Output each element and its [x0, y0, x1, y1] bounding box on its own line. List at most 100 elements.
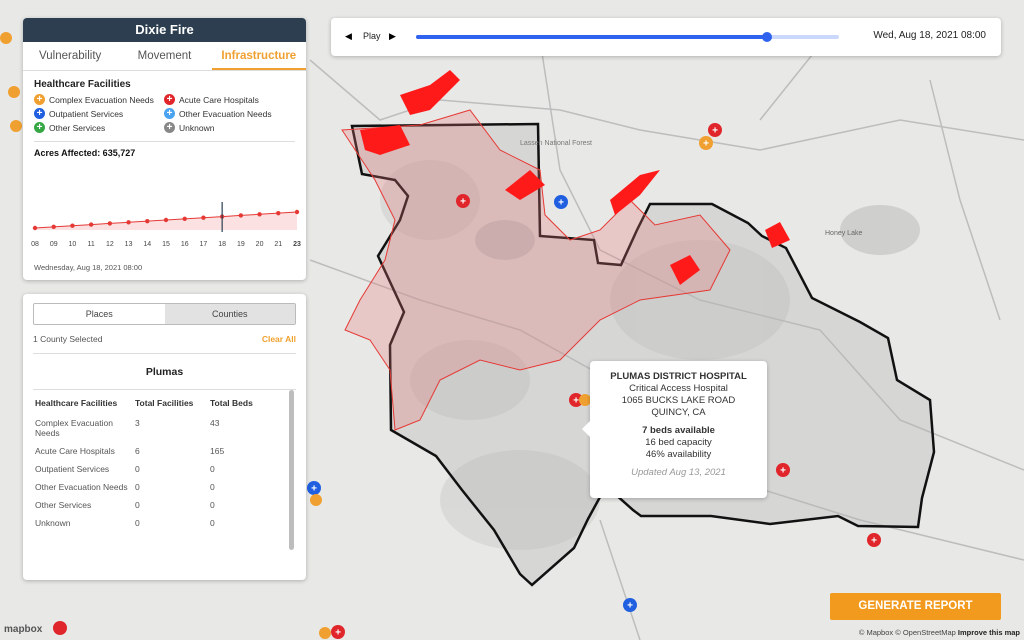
legend-item[interactable]: + Outpatient Services [34, 108, 164, 119]
plus-icon: + [164, 94, 175, 105]
timeline-handle[interactable] [762, 32, 773, 42]
sparkline-tick: 08 [31, 241, 39, 248]
places-panel: Places Counties 1 County Selected Clear … [23, 294, 306, 580]
sparkline-tick: 21 [274, 241, 282, 248]
popup-pointer [582, 421, 590, 437]
row-beds: 165 [210, 446, 225, 456]
sparkline-point [182, 216, 187, 222]
facility-markers[interactable]: + + + + + + + + + + [0, 32, 881, 639]
svg-text:+: + [335, 628, 341, 639]
sparkline-tick: 10 [69, 241, 77, 248]
svg-text:+: + [558, 198, 564, 209]
svg-text:+: + [703, 139, 709, 150]
facility-name: PLUMAS DISTRICT HOSPITAL [610, 371, 747, 382]
evac-marker: + [699, 136, 713, 150]
generate-report-button[interactable]: GENERATE REPORT [830, 593, 1001, 620]
mapbox-logo[interactable]: mapbox [4, 624, 43, 635]
legend-item[interactable]: + Unknown [164, 122, 304, 133]
hospital-marker: + [456, 194, 470, 208]
clear-all-button[interactable]: Clear All [261, 334, 296, 344]
row-name: Unknown [35, 518, 71, 528]
tab-movement[interactable]: Movement [137, 50, 192, 62]
mapbox-attribution[interactable]: © Mapbox [858, 628, 894, 637]
improve-map-link[interactable]: Improve this map [957, 628, 1020, 637]
attribution: © Mapbox © OpenStreetMap Improve this ma… [859, 628, 1020, 637]
tab-vulnerability[interactable]: Vulnerability [39, 50, 102, 62]
legend: + Complex Evacuation Needs + Acute Care Ho… [34, 94, 306, 133]
row-name: Outpatient Services [35, 464, 110, 474]
acres-sparkline[interactable]: 08 09 10 11 12 13 14 15 16 17 18 19 20 21 23 [31, 198, 303, 258]
legend-item[interactable]: + Other Evacuation Needs [164, 108, 304, 119]
sparkline-tick: 23 [293, 241, 301, 248]
facility-address: 1065 BUCKS LAKE ROAD [621, 395, 736, 406]
evac-marker [0, 32, 12, 44]
counties-toggle[interactable]: Counties [164, 304, 295, 324]
sparkline-tick: 11 [88, 241, 95, 248]
sparkline-tick: 18 [218, 241, 226, 248]
table-row: Other Evacuation Needs 0 0 [35, 482, 280, 500]
legend-label: Other Services [49, 122, 106, 133]
column-header: Healthcare Facilities [35, 398, 118, 408]
fire-panel: Dixie Fire Vulnerability Movement Infras… [23, 18, 306, 280]
row-facilities: 0 [135, 500, 140, 510]
places-toggle[interactable]: Places [85, 309, 113, 319]
evac-marker [8, 86, 20, 98]
sparkline-point [70, 223, 75, 228]
table-row: Acute Care Hospitals 6 165 [35, 446, 280, 464]
sparkline-point [163, 217, 169, 223]
column-header: Total Beds [210, 398, 253, 408]
step-forward-icon[interactable]: ▶ [389, 31, 396, 41]
timeline-bar: ◀ Play ▶ Wed, Aug 18, 2021 08:00 [331, 18, 1001, 56]
healthcare-heading: Healthcare Facilities [34, 79, 131, 90]
row-facilities: 6 [135, 446, 140, 456]
row-name: Other Services [35, 500, 92, 510]
lake-label: Honey Lake [825, 230, 862, 237]
timeline-date: Wed, Aug 18, 2021 08:00 [873, 30, 986, 41]
facilities-table: Healthcare Facilities Total Facilities T… [35, 398, 280, 536]
plus-icon: + [164, 122, 175, 133]
svg-text:+: + [460, 197, 466, 208]
evac-marker [319, 627, 331, 639]
row-facilities: 0 [135, 464, 140, 474]
tab-infrastructure[interactable]: Infrastructure [211, 42, 306, 70]
svg-text:+: + [712, 126, 718, 137]
facility-popup: PLUMAS DISTRICT HOSPITAL Critical Access… [582, 361, 767, 498]
sparkline-point [107, 221, 113, 226]
outpatient-marker: + [554, 195, 568, 209]
availability: 46% availability [645, 449, 712, 460]
evac-marker [310, 494, 322, 506]
sparkline-point [145, 218, 150, 224]
row-name: Other Evacuation Needs [35, 482, 128, 492]
plus-icon: + [34, 108, 45, 119]
legend-item[interactable]: + Acute Care Hospitals [164, 94, 304, 105]
sparkline-point [201, 215, 206, 220]
sparkline-tick: 16 [181, 241, 189, 248]
hospital-marker: + [708, 123, 722, 137]
sparkline-point [88, 222, 94, 227]
fire-title: Dixie Fire [23, 18, 306, 42]
play-button[interactable]: Play [363, 31, 381, 41]
svg-text:+: + [573, 396, 579, 407]
row-name: Acute Care Hospitals [35, 446, 115, 456]
sparkline-tick: 17 [200, 241, 208, 248]
legend-item[interactable]: + Other Services [34, 122, 164, 133]
timeline-slider[interactable] [416, 32, 839, 42]
legend-label: Unknown [179, 122, 215, 133]
osm-attribution[interactable]: © OpenStreetMap [895, 628, 956, 637]
bed-capacity: 16 bed capacity [645, 437, 712, 448]
step-back-icon[interactable]: ◀ [345, 31, 352, 41]
sparkline-tick: 19 [237, 241, 245, 248]
scrollbar[interactable] [289, 390, 294, 550]
sparkline-point [51, 224, 56, 230]
legend-item[interactable]: + Complex Evacuation Needs [34, 94, 164, 105]
sparkline-point [126, 220, 131, 225]
timeline-progress [416, 35, 768, 39]
sparkline-tick: 15 [162, 241, 170, 248]
legend-label: Complex Evacuation Needs [49, 94, 154, 105]
updated-date: Updated Aug 13, 2021 [631, 467, 726, 478]
sparkline-tick: 20 [256, 241, 264, 248]
row-facilities: 3 [135, 418, 140, 428]
svg-text:+: + [311, 484, 317, 495]
hospital-marker: + [776, 463, 790, 477]
sparkline-tick: 13 [125, 241, 133, 248]
